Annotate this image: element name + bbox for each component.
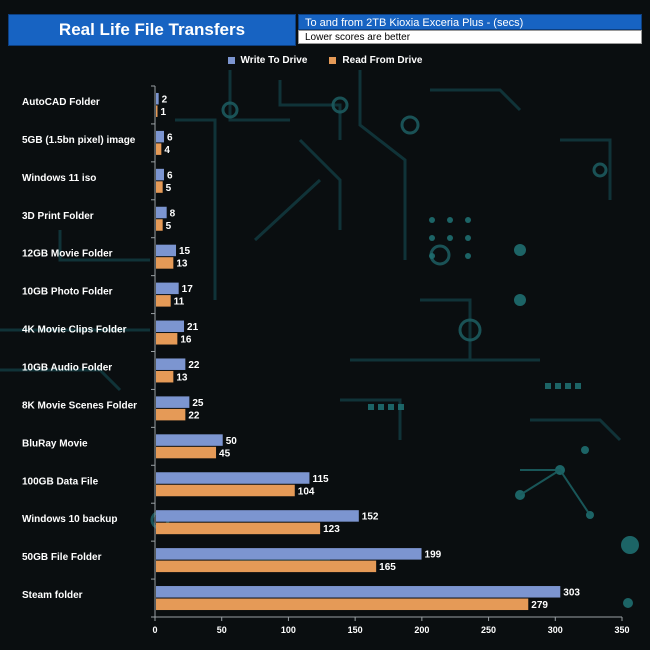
x-tick-label: 50 (217, 625, 227, 635)
legend-label-read: Read From Drive (342, 54, 423, 66)
value-label-read: 1 (161, 107, 167, 118)
value-label-read: 4 (164, 145, 170, 156)
value-label-write: 152 (362, 512, 379, 523)
value-label-write: 8 (170, 208, 176, 219)
x-tick-label: 350 (614, 625, 629, 635)
value-label-write: 303 (563, 588, 580, 599)
category-label: Steam folder (22, 590, 83, 601)
bar-write (156, 282, 179, 295)
x-tick-label: 200 (414, 625, 429, 635)
value-label-read: 22 (188, 410, 200, 421)
bar-write (156, 396, 190, 408)
bar-read (156, 143, 162, 155)
value-label-read: 45 (219, 448, 231, 459)
bar-write (156, 358, 186, 370)
category-label: 8K Movie Scenes Folder (22, 400, 137, 411)
category-label: Windows 11 iso (22, 173, 96, 184)
legend-item-write: Write To Drive (227, 53, 308, 67)
x-tick-label: 100 (281, 625, 296, 635)
bar-read (156, 484, 295, 497)
value-label-write: 15 (179, 246, 191, 257)
value-label-write: 22 (188, 360, 200, 371)
x-tick-label: 250 (481, 625, 496, 635)
category-label: 10GB Photo Folder (22, 287, 113, 298)
value-label-read: 5 (166, 183, 172, 194)
bar-read (156, 408, 186, 421)
legend-swatch-read (329, 56, 337, 64)
bar-read (156, 598, 529, 611)
category-label: AutoCAD Folder (22, 97, 100, 108)
legend-label-write: Write To Drive (240, 54, 308, 66)
bar-write (156, 206, 167, 219)
bar-read (156, 295, 171, 307)
x-tick-label: 300 (548, 625, 563, 635)
category-label: Windows 10 backup (22, 514, 117, 525)
chart-subtitle: To and from 2TB Kioxia Exceria Plus - (s… (298, 14, 642, 30)
value-label-write: 115 (312, 474, 329, 485)
value-label-read: 279 (531, 600, 548, 611)
chart-note: Lower scores are better (298, 30, 642, 44)
category-label: 100GB Data File (22, 476, 99, 487)
value-label-write: 2 (162, 94, 168, 105)
bar-write (156, 586, 561, 598)
bar-read (156, 522, 321, 535)
value-label-read: 123 (323, 524, 340, 535)
bar-write (156, 472, 310, 484)
value-label-write: 6 (167, 132, 173, 143)
value-label-read: 11 (174, 297, 185, 308)
bar-write (156, 434, 223, 446)
legend-swatch-write (227, 56, 235, 64)
value-label-read: 13 (176, 259, 188, 270)
category-label: 3D Print Folder (22, 211, 94, 222)
legend-item-read: Read From Drive (329, 53, 422, 67)
bar-read (156, 219, 163, 231)
value-label-read: 165 (379, 562, 396, 573)
value-label-read: 16 (180, 335, 192, 346)
value-label-write: 50 (226, 436, 238, 447)
bar-read (156, 446, 217, 459)
bar-write (156, 320, 185, 333)
category-label: BluRay Movie (22, 438, 88, 449)
category-label: 50GB File Folder (22, 552, 102, 563)
x-tick-label: 150 (348, 625, 363, 635)
bar-write (156, 244, 177, 257)
chart-title: Real Life File Transfers (8, 14, 296, 46)
bar-read (156, 257, 174, 269)
bar-read (156, 181, 163, 193)
bar-write (156, 130, 165, 143)
chart-legend: Write To Drive Read From Drive (0, 53, 650, 67)
bar-read (156, 333, 178, 345)
category-label: 10GB Audio Folder (22, 363, 112, 374)
bar-write (156, 92, 159, 105)
value-label-read: 5 (166, 221, 172, 232)
category-label: 12GB Movie Folder (22, 249, 113, 260)
bar-write (156, 510, 359, 522)
category-label: 4K Movie Clips Folder (22, 325, 127, 336)
bar-write (156, 548, 422, 560)
bar-read (156, 105, 158, 117)
value-label-write: 17 (182, 284, 194, 295)
chart-subtitle-box: To and from 2TB Kioxia Exceria Plus - (s… (298, 14, 642, 44)
value-label-write: 21 (187, 322, 199, 333)
bar-read (156, 560, 377, 573)
value-label-read: 13 (176, 372, 188, 383)
category-label: 5GB (1.5bn pixel) image (22, 135, 136, 146)
value-label-read: 104 (298, 486, 315, 497)
value-label-write: 199 (425, 550, 442, 561)
value-label-write: 6 (167, 170, 173, 181)
value-label-write: 25 (192, 398, 204, 409)
bar-read (156, 370, 174, 383)
bar-write (156, 168, 165, 181)
x-tick-label: 0 (152, 625, 157, 635)
